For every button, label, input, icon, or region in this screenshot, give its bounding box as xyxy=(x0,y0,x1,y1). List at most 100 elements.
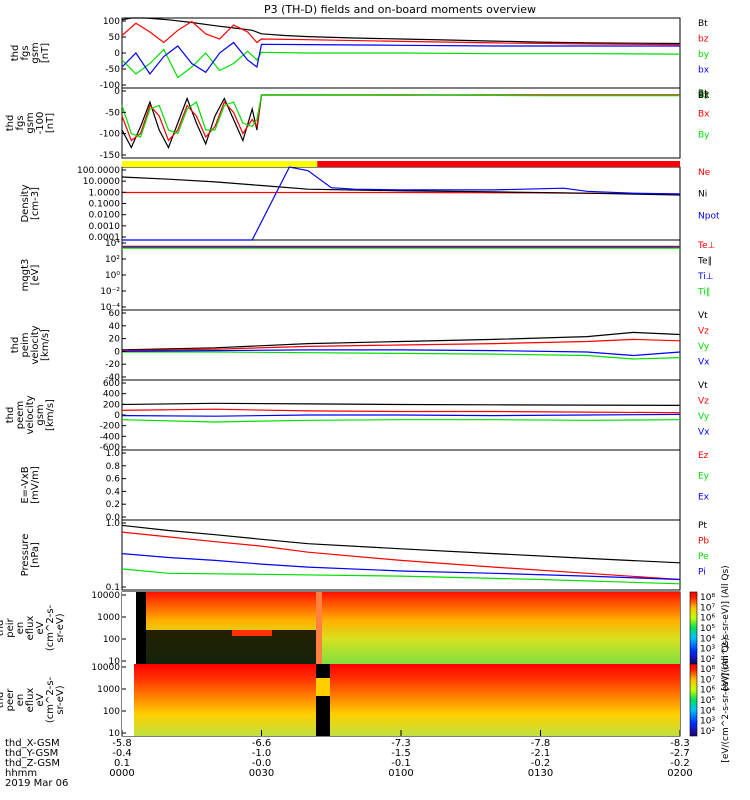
y-tick-label: 0.8 xyxy=(106,462,121,472)
footer-value: -1.0 xyxy=(252,748,272,759)
y-axis-label-line: [nPa] xyxy=(30,542,41,568)
y-axis-label-line: [mV/m] xyxy=(30,466,41,504)
y-tick-label: 0.0 xyxy=(106,513,121,523)
colorbar-tick-label: 10³ xyxy=(700,645,715,655)
colorbar-tick-label: 10⁷ xyxy=(700,675,715,685)
y-axis-label-line: thd xyxy=(0,692,6,709)
series-bt-line xyxy=(121,17,681,45)
y-axis-label-line: thd xyxy=(10,337,21,354)
series-pt-line xyxy=(121,524,681,564)
series-bt-line xyxy=(121,94,680,149)
y-tick-label: 10.0000 xyxy=(83,177,120,187)
y-axis-label-line: fgs xyxy=(15,115,26,130)
y-tick-label: 10² xyxy=(105,255,120,265)
y-axis-label-line: thd xyxy=(5,407,16,424)
y-axis-label-line: [eV] xyxy=(30,265,41,286)
y-tick-label: 0 xyxy=(114,411,120,421)
y-tick-label: 1.0000 xyxy=(89,188,121,198)
y-tick-label: 1000 xyxy=(97,613,120,623)
y-tick-label: 1.0 xyxy=(106,519,121,529)
footer-value: 0100 xyxy=(388,768,413,779)
y-axis-label-line: eflux xyxy=(25,688,36,713)
legend-overlap-bx: Bx xyxy=(698,91,710,101)
y-tick-label: 0.0010 xyxy=(89,222,121,232)
y-tick-label: 0.1000 xyxy=(89,200,121,210)
legend-layer: BtbzbybxBtBxByBzBxByBtNeNiNpotTe⊥Te∥Ti⊥T… xyxy=(697,19,720,578)
colorbar-tick-label: 10⁵ xyxy=(700,624,715,634)
colorbar-label-text: [eV/(cm^2-s-sr-eV)] (All Qs) xyxy=(721,565,731,690)
y-tick-label: 1000 xyxy=(97,685,120,695)
figure-title: P3 (TH-D) fields and on-board moments ov… xyxy=(264,3,536,16)
y-axis-label-line: velocity xyxy=(25,395,36,434)
y-axis-label-line: fgs xyxy=(20,45,31,60)
colorbar-label-text: [eV/(cm^2-s-sr-eV)] (All Qs) xyxy=(721,637,731,762)
footer-value: -5.8 xyxy=(112,738,132,749)
colorbar-tick-label: 10⁷ xyxy=(700,603,715,613)
series-npot-line xyxy=(122,166,681,241)
y-tick-label: 1.0 xyxy=(106,449,121,459)
footer-value: -0.2 xyxy=(670,758,690,769)
colorbar-tick-label: 10³ xyxy=(700,717,715,727)
y-tick-label: 0.1 xyxy=(106,583,120,593)
y-tick-label: -40 xyxy=(105,373,120,383)
y-tick-label: 600 xyxy=(103,379,120,389)
footer-date: 2019 Mar 06 xyxy=(5,778,68,789)
series-vt-line xyxy=(121,402,681,406)
legend-vx: Vx xyxy=(698,428,710,438)
y-axis-label-line: en xyxy=(15,622,26,635)
legend-ez: Ez xyxy=(698,451,709,461)
footer-value: -0.0 xyxy=(252,758,272,769)
legend-bx: bx xyxy=(698,66,710,76)
legend-by: by xyxy=(698,50,710,60)
series-ni-line xyxy=(121,176,681,196)
footer-value: 0200 xyxy=(667,768,692,779)
legend-vz: Vz xyxy=(698,327,709,337)
footer-label-y: thd_Y-GSM xyxy=(5,748,58,759)
y-axis-label-line: velocity xyxy=(30,325,41,364)
legend-te-: Te∥ xyxy=(697,257,712,267)
y-axis-label-line: [nT] xyxy=(40,43,51,63)
y-axis-label-line: E=-VxB xyxy=(20,466,31,503)
y-axis-label-line: Density xyxy=(20,184,31,222)
legend-pe: Pe xyxy=(698,552,709,562)
y-axis-label: mqgt3 [eV] xyxy=(20,259,41,292)
y-axis-label: thd fgs gsm -100 [nT] xyxy=(5,112,56,135)
spectrogram-ion xyxy=(122,592,680,664)
footer-label-x: thd_X-GSM xyxy=(5,738,60,749)
footer-ephemeris: thd_X-GSM thd_Y-GSM thd_Z-GSM hhmm 2019 … xyxy=(5,738,693,789)
legend-overlap-by: By xyxy=(698,90,710,100)
y-tick-label: 0 xyxy=(114,49,120,59)
y-tick-label: 0.0001 xyxy=(89,233,121,243)
footer-value: 0.1 xyxy=(114,758,130,769)
y-axis-label: thd peir en eflux eV (cm^2-s-sr-eV) xyxy=(0,604,66,651)
y-tick-label: 10000 xyxy=(91,663,120,673)
y-tick-label: 0.2 xyxy=(106,500,120,510)
series-vy-line xyxy=(121,419,681,423)
y-tick-label: 10⁰ xyxy=(105,271,120,281)
y-tick-label: -150 xyxy=(100,151,121,161)
series-vt-line xyxy=(121,331,681,351)
y-tick-label: -100 xyxy=(100,81,121,91)
y-tick-label: 60 xyxy=(109,309,121,319)
legend-vy: Vy xyxy=(698,412,710,422)
y-axis-label-line: [cm-3] xyxy=(30,187,41,220)
footer-value: -0.2 xyxy=(531,758,551,769)
colorbar-label: [eV/(cm^2-s-sr-eV)] (All Qs) xyxy=(721,565,731,690)
series-by-line xyxy=(121,94,680,138)
y-tick-label: 0.4 xyxy=(106,487,121,497)
y-tick-label: 0.6 xyxy=(106,475,121,485)
series-by-line xyxy=(121,48,681,79)
footer-value: 0130 xyxy=(528,768,553,779)
colorbar-tick-label: 10⁶ xyxy=(700,686,715,696)
y-axis-label-line: eV xyxy=(35,693,46,706)
series-layer xyxy=(121,17,681,585)
legend-overlap-bz: Bz xyxy=(698,90,709,100)
y-axis-label-line: thd xyxy=(5,115,16,132)
y-tick-label: 100.0000 xyxy=(77,166,120,176)
footer-value: -8.3 xyxy=(670,738,690,749)
legend-pi: Pi xyxy=(698,568,706,578)
colorbar-tick-label: 10⁸ xyxy=(700,665,715,675)
y-tick-label: 10⁻² xyxy=(100,287,120,297)
